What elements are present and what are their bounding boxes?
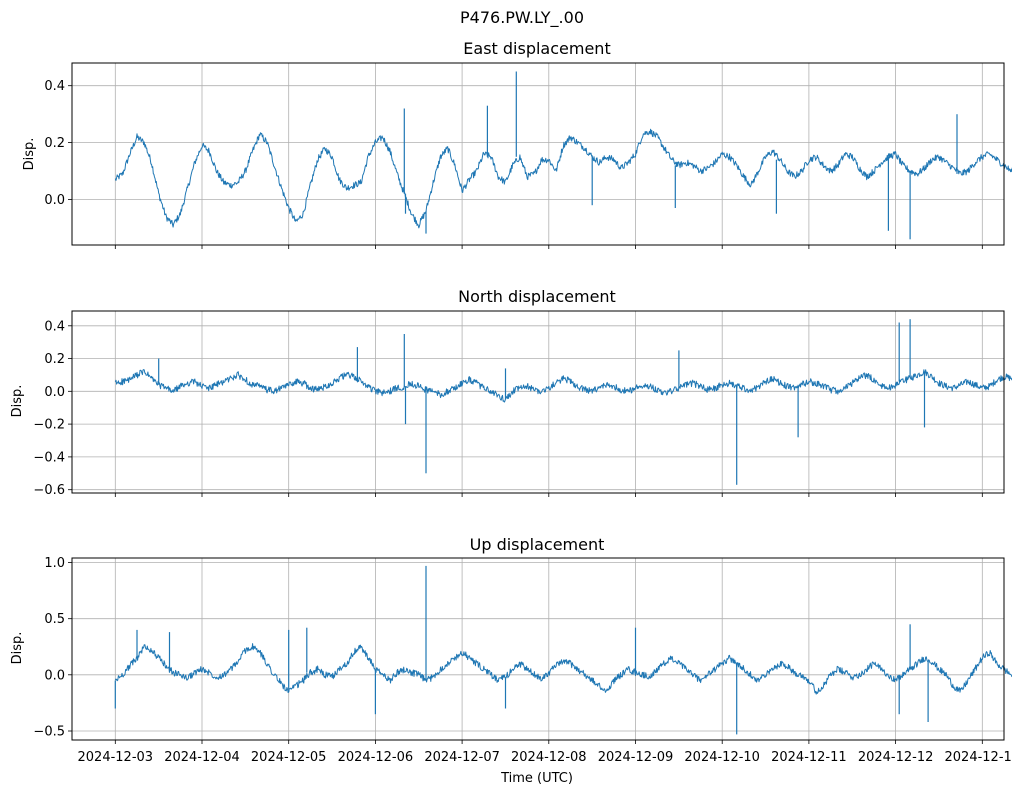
up-displacement-series	[114, 643, 1012, 695]
east-x-ticks	[114, 245, 983, 249]
east-axes-frame	[71, 62, 1005, 246]
east-grid	[72, 63, 1004, 245]
east-y-ticks: 0.0 0.2 0.4	[44, 79, 72, 208]
up-y-tick-label: 0.0	[44, 668, 65, 683]
up-plot-area	[114, 565, 1012, 735]
up-panel: Up displacement Disp. −0.5 0.0 0.5 1.0 2024…	[10, 535, 1012, 765]
north-ylabel: Disp.	[10, 385, 25, 418]
up-title: Up displacement	[470, 535, 605, 554]
up-ylabel: Disp.	[10, 632, 25, 665]
up-grid	[72, 558, 1004, 740]
north-plot-area	[114, 319, 1012, 485]
east-title: East displacement	[463, 39, 610, 58]
up-y-tick-label: 0.5	[44, 612, 65, 627]
up-y-ticks: −0.5 0.0 0.5 1.0	[33, 556, 72, 740]
x-tick-label: 2024-12-07	[424, 750, 500, 765]
figure-suptitle: P476.PW.LY_.00	[460, 8, 584, 28]
north-displacement-series	[114, 369, 1012, 403]
north-y-tick-label: −0.6	[33, 483, 65, 498]
east-plot-area	[114, 71, 1012, 240]
north-title: North displacement	[458, 287, 616, 306]
up-axes-frame	[71, 557, 1005, 741]
north-x-ticks	[114, 493, 983, 497]
up-y-tick-label: 1.0	[44, 556, 65, 571]
x-tick-label: 2024-12-09	[598, 750, 674, 765]
north-y-tick-label: −0.2	[33, 418, 65, 433]
east-panel: East displacement Disp. 0.0 0.2 0.4	[22, 39, 1012, 249]
east-displacement-series	[114, 128, 1012, 229]
x-tick-label: 2024-12-10	[684, 750, 760, 765]
north-y-ticks: −0.6 −0.4 −0.2 0.0 0.2 0.4	[33, 319, 72, 498]
east-y-tick-label: 0.2	[44, 136, 65, 151]
north-y-tick-label: 0.2	[44, 352, 65, 367]
north-y-tick-label: 0.0	[44, 385, 65, 400]
east-y-tick-label: 0.4	[44, 79, 65, 94]
x-tick-label: 2024-12-03	[78, 750, 154, 765]
east-y-tick-label: 0.0	[44, 193, 65, 208]
north-y-tick-label: 0.4	[44, 319, 65, 334]
x-axis-label: Time (UTC)	[500, 771, 573, 786]
x-tick-label: 2024-12-08	[511, 750, 587, 765]
x-tick-label: 2024-12-12	[858, 750, 934, 765]
x-tick-label: 2024-12-06	[338, 750, 414, 765]
north-axes-frame	[71, 310, 1005, 494]
x-tick-label: 2024-12-05	[251, 750, 327, 765]
x-tick-label: 2024-12-04	[164, 750, 240, 765]
up-x-ticks: 2024-12-03 2024-12-04 2024-12-05 2024-12-06…	[78, 740, 1012, 765]
x-tick-label: 2024-12-11	[771, 750, 847, 765]
north-panel: North displacement Disp. −0.6 −0.4 −0.2 0.0…	[10, 287, 1012, 498]
x-tick-label: 2024-12-13	[945, 750, 1012, 765]
east-ylabel: Disp.	[22, 138, 37, 171]
up-y-tick-label: −0.5	[33, 725, 65, 740]
north-grid	[72, 311, 1004, 493]
north-y-tick-label: −0.4	[33, 450, 65, 465]
